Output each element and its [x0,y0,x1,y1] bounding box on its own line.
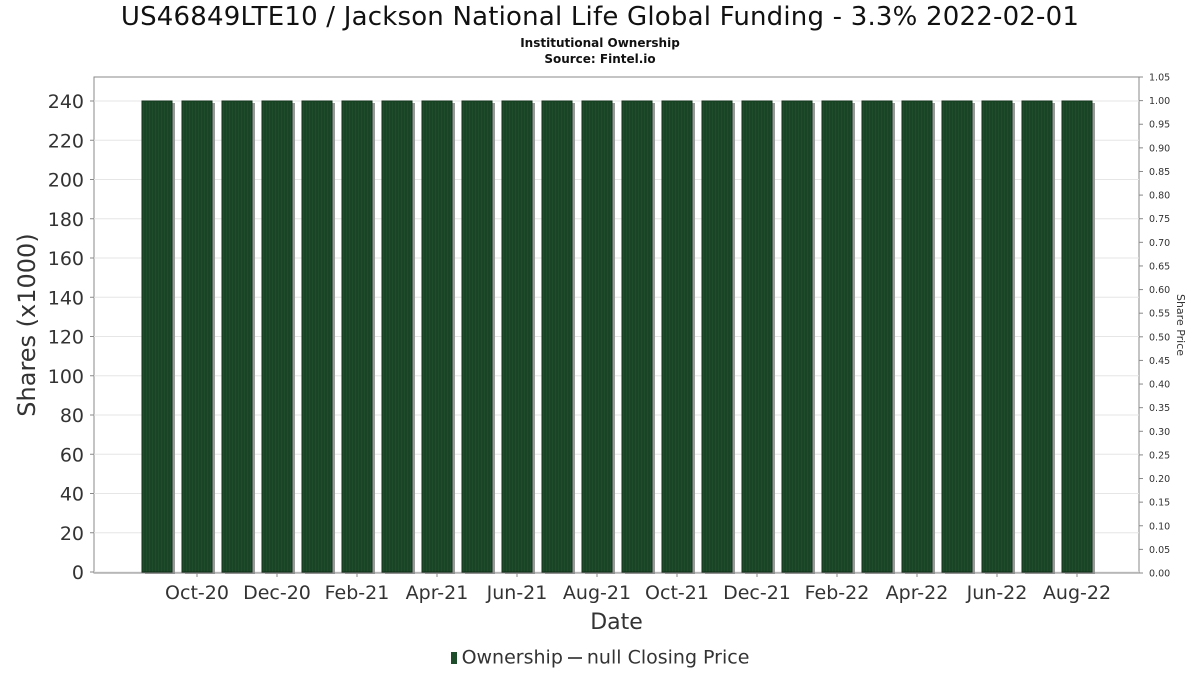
chart-source: Source: Fintel.io [544,52,656,66]
y2-tick-label: 0.35 [1149,403,1170,414]
y-tick-label: 20 [60,523,84,545]
y2-tick-label: 0.90 [1149,143,1170,154]
x-tick-label: Aug-21 [563,582,631,604]
y2-tick-label: 1.05 [1149,73,1170,84]
legend-price-label: null Closing Price [586,646,750,669]
y-tick-label: 200 [48,170,84,192]
y2-tick-label: 0.15 [1149,498,1170,509]
y2-tick-label: 0.00 [1149,569,1170,580]
y-tick-label: 240 [48,91,84,113]
y-tick-label: 100 [48,366,84,388]
y2-tick-label: 0.30 [1149,427,1170,438]
ownership-legend-swatch [450,651,457,664]
y2-tick-label: 0.60 [1149,285,1170,296]
y-tick-label: 80 [60,405,84,427]
chart-legend: Ownership null Closing Price [0,646,1200,669]
x-tick-label: Jun-22 [966,582,1028,604]
y2-tick-label: 0.45 [1149,356,1170,367]
price-legend-line [567,656,582,659]
y-tick-label: 40 [60,484,84,506]
y2-tick-label: 0.80 [1149,191,1170,202]
y2-tick-label: 0.50 [1149,332,1170,343]
y2-tick-label: 0.05 [1149,545,1170,556]
y-tick-label: 0 [72,562,84,584]
x-tick-label: Oct-21 [645,582,709,604]
x-tick-label: Dec-20 [243,582,311,604]
legend-ownership-label: Ownership [461,646,563,669]
y2-tick-label: 0.20 [1149,474,1170,485]
chart-subtitle: Institutional Ownership [520,36,680,50]
chart-title: US46849LTE10 / Jackson National Life Glo… [120,2,1080,32]
y2-tick-label: 0.55 [1149,309,1170,320]
y2-tick-label: 0.70 [1149,238,1170,249]
y2-axis-title: Share Price [1174,294,1187,356]
x-axis-title: Date [590,610,643,635]
y-tick-label: 120 [48,327,84,349]
y2-tick-label: 0.40 [1149,380,1170,391]
x-tick-label: Feb-22 [805,582,870,604]
x-tick-label: Aug-22 [1043,582,1111,604]
x-tick-label: Feb-21 [325,582,390,604]
x-tick-label: Apr-21 [406,582,469,604]
x-tick-label: Apr-22 [886,582,949,604]
x-tick-label: Oct-20 [165,582,229,604]
y-tick-label: 60 [60,444,84,466]
y-tick-label: 180 [48,209,84,231]
y-tick-label: 140 [48,287,84,309]
y-tick-label: 160 [48,248,84,270]
x-tick-label: Jun-21 [486,582,548,604]
y2-tick-label: 0.75 [1149,214,1170,225]
ownership-bar [821,100,853,573]
y2-tick-label: 0.25 [1149,450,1170,461]
y-tick-label: 220 [48,130,84,152]
y2-tick-label: 0.65 [1149,261,1170,272]
y2-tick-label: 0.95 [1149,120,1170,131]
x-tick-label: Dec-21 [723,582,791,604]
y2-tick-label: 1.00 [1149,96,1170,107]
y2-tick-label: 0.85 [1149,167,1170,178]
y2-tick-label: 0.10 [1149,521,1170,532]
y-axis-title: Shares (x1000) [13,233,41,416]
